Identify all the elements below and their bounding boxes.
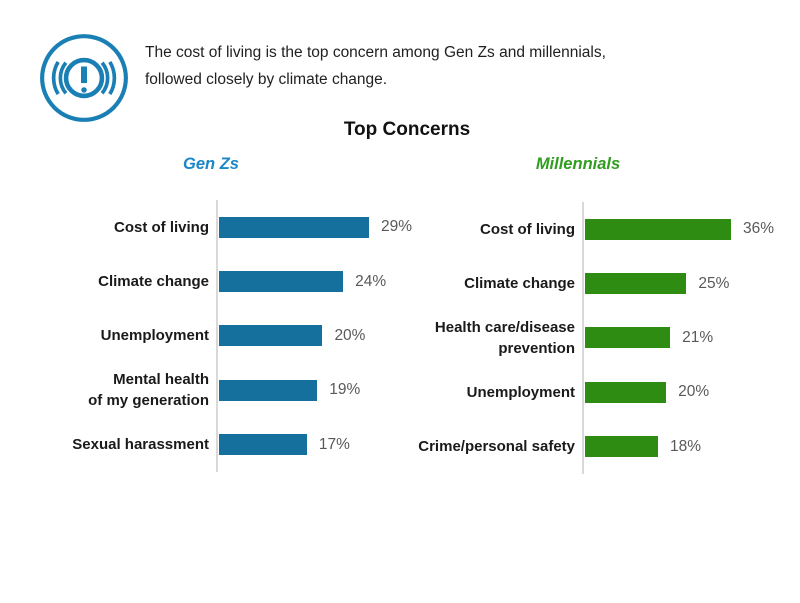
bar xyxy=(219,216,369,238)
bar-row: Cost of living 29% xyxy=(30,200,425,255)
genz-panel-header: Gen Zs xyxy=(183,155,239,173)
bar-row: Cost of living 36% xyxy=(396,202,791,257)
bar-track: 20% xyxy=(216,308,425,364)
category-label: Unemployment xyxy=(100,327,209,345)
bar-value-label: 24% xyxy=(355,272,387,290)
millennials-panel-header: Millennials xyxy=(535,155,621,173)
bar-value-label: 20% xyxy=(334,326,366,344)
alert-exclamation-icon xyxy=(38,32,130,124)
bar-track: 19% xyxy=(216,363,425,418)
bar-row: Unemployment 20% xyxy=(396,365,791,420)
genz-bar-chart: Cost of living 29% Climate change 24% Un… xyxy=(30,200,425,472)
bar-row: Crime/personal safety 18% xyxy=(396,419,791,474)
bar-track: 24% xyxy=(216,254,425,309)
bar xyxy=(585,327,671,349)
bar xyxy=(585,218,731,240)
bar-value-label: 36% xyxy=(743,220,775,238)
bar-track: 20% xyxy=(582,365,791,420)
bar-value-label: 17% xyxy=(318,435,350,453)
bar-value-label: 25% xyxy=(698,274,730,292)
bar-row: Climate change 24% xyxy=(30,254,425,309)
bar-value-label: 20% xyxy=(678,383,710,401)
bar-track: 36% xyxy=(582,202,791,257)
bar xyxy=(219,379,318,401)
category-label: Sexual harassment xyxy=(72,436,209,454)
bar-row: Climate change 25% xyxy=(396,256,791,311)
bar xyxy=(219,325,323,347)
category-label: Unemployment xyxy=(466,383,575,401)
bar-track: 21% xyxy=(582,310,791,366)
category-label: Climate change xyxy=(98,273,209,291)
bar xyxy=(219,271,344,293)
category-label: Crime/personal safety xyxy=(418,438,575,456)
category-label: Climate change xyxy=(464,275,575,293)
category-label: Mental health of my generation xyxy=(88,371,209,410)
bar-row: Mental health of my generation 19% xyxy=(30,363,425,418)
category-label: Cost of living xyxy=(480,220,575,238)
intro-statement: The cost of living is the top concern am… xyxy=(145,44,606,88)
bar-track: 18% xyxy=(582,419,791,474)
bar-value-label: 19% xyxy=(329,381,361,399)
bar-row: Sexual harassment 17% xyxy=(30,417,425,472)
bar xyxy=(219,434,307,456)
bar xyxy=(585,436,658,458)
bar-track: 25% xyxy=(582,256,791,311)
bar xyxy=(585,381,667,403)
category-label: Health care/disease prevention xyxy=(434,318,575,357)
chart-title: Top Concerns xyxy=(343,119,471,140)
category-label: Cost of living xyxy=(114,218,209,236)
millennials-bar-chart: Cost of living 36% Climate change 25% He… xyxy=(396,202,791,474)
bar-row: Unemployment 20% xyxy=(30,308,425,364)
bar-value-label: 29% xyxy=(380,218,413,236)
bar-value-label: 21% xyxy=(682,328,714,346)
bar-track: 29% xyxy=(216,200,425,255)
bar xyxy=(585,273,687,295)
bar-row: Health care/disease prevention 21% xyxy=(396,310,791,366)
bar-value-label: 18% xyxy=(670,437,702,455)
bar-track: 17% xyxy=(216,417,425,472)
